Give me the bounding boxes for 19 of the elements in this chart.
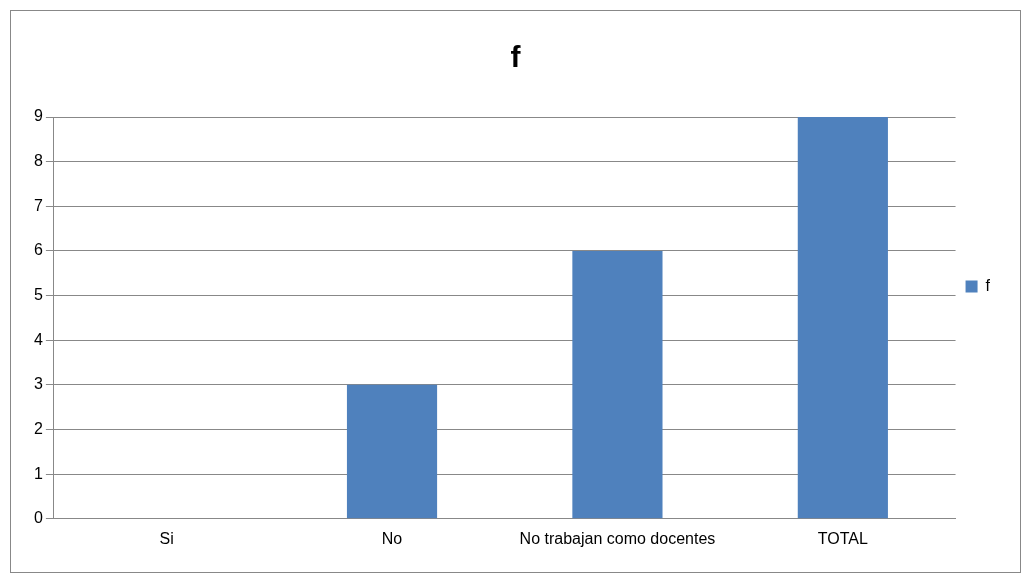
y-tick-label: 9	[33, 107, 43, 125]
x-tick-label: No	[381, 529, 403, 547]
legend-label: f	[985, 276, 991, 294]
x-tick-label: No trabajan como docentes	[519, 529, 716, 547]
y-tick-label: 8	[33, 152, 43, 170]
y-tick-label: 3	[33, 375, 43, 393]
y-tick-label: 5	[33, 285, 43, 303]
y-tick-label: 4	[33, 330, 43, 348]
y-tick-label: 0	[33, 509, 43, 527]
chart-title: f	[510, 40, 522, 74]
bar	[572, 250, 663, 519]
x-tick-label: TOTAL	[817, 529, 868, 547]
y-tick-label: 1	[33, 464, 43, 482]
y-tick-label: 7	[33, 196, 43, 214]
y-tick-label: 6	[33, 241, 43, 259]
bar	[346, 384, 438, 519]
bar	[797, 117, 888, 519]
y-tick-label: 2	[33, 419, 43, 437]
x-tick-label: Si	[159, 529, 174, 547]
